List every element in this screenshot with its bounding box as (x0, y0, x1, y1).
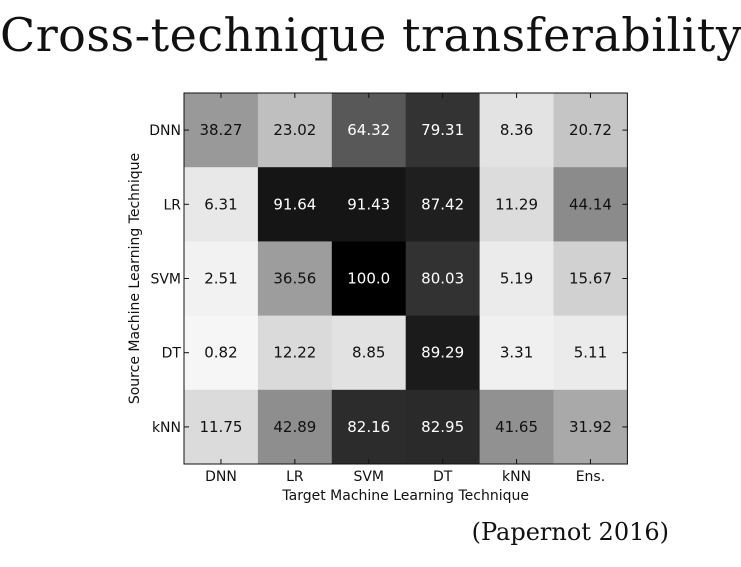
x-tick-label: LR (286, 469, 304, 485)
heatmap-cell (553, 389, 628, 465)
cell-value-label: 31.92 (569, 418, 612, 436)
heatmap-cell-labels: 38.27 23.02 64.32 79.31 8.36 20.72 6.31 91.64 91… (199, 121, 611, 436)
heatmap-cell (405, 93, 481, 168)
cell-value-label: 41.65 (495, 418, 538, 436)
cell-value-label: 5.11 (574, 344, 607, 362)
heatmap-cell (553, 93, 628, 168)
y-tick-label: DNN (149, 123, 181, 139)
heatmap-cell (331, 315, 407, 391)
cell-value-label: 64.32 (347, 121, 390, 139)
y-axis-label: Source Machine Learning Technique (127, 153, 143, 404)
y-tick-label: DT (162, 346, 182, 362)
heatmap-cell (405, 241, 481, 317)
y-tick-label: SVM (150, 272, 181, 288)
x-tick-label: SVM (353, 469, 384, 485)
heatmap-cell (184, 389, 259, 465)
heatmap-cell (184, 241, 259, 317)
cell-value-label: 5.19 (500, 270, 533, 288)
cell-value-label: 0.82 (204, 344, 237, 362)
heatmap-cell (479, 389, 554, 465)
citation: (Papernot 2016) (471, 518, 669, 546)
heatmap-cell (331, 389, 407, 465)
heatmap-cell (257, 93, 333, 168)
heatmap-cell (257, 241, 333, 317)
y-tick-label: kNN (152, 420, 181, 436)
heatmap-cell (405, 167, 481, 242)
heatmap-cell (405, 315, 481, 391)
x-tick-label: DNN (205, 469, 237, 485)
x-tick-label: kNN (502, 469, 531, 485)
cell-value-label: 3.31 (500, 344, 533, 362)
heatmap-cell (553, 315, 628, 391)
heatmap-cell (331, 93, 407, 168)
heatmap-cell (257, 167, 333, 242)
cell-value-label: 15.67 (569, 270, 612, 288)
heatmap-cell (184, 93, 259, 168)
cell-value-label: 82.95 (421, 418, 464, 436)
cell-value-label: 82.16 (347, 418, 390, 436)
cell-value-label: 11.75 (199, 418, 242, 436)
heatmap-cell (479, 93, 554, 168)
x-tick-label: Ens. (576, 469, 605, 485)
x-tick-label: DT (433, 469, 453, 485)
cell-value-label: 23.02 (273, 121, 316, 139)
cell-value-label: 44.14 (569, 195, 612, 213)
cell-value-label: 42.89 (273, 418, 316, 436)
x-axis-label: Target Machine Learning Technique (281, 488, 529, 504)
heatmap-cell (553, 241, 628, 317)
heatmap-cell (479, 315, 554, 391)
cell-value-label: 79.31 (421, 121, 464, 139)
cell-value-label: 100.0 (347, 270, 390, 288)
heatmap-cell (405, 389, 481, 465)
cell-value-label: 8.36 (500, 121, 533, 139)
cell-value-label: 11.29 (495, 195, 538, 213)
cell-value-label: 80.03 (421, 270, 464, 288)
cell-value-label: 6.31 (204, 195, 237, 213)
y-tick-label: LR (163, 197, 181, 213)
cell-value-label: 87.42 (421, 195, 464, 213)
heatmap-cell (257, 389, 333, 465)
cell-value-label: 91.64 (273, 195, 316, 213)
heatmap-cell (553, 167, 628, 242)
cell-value-label: 89.29 (421, 344, 464, 362)
heatmap-cell (184, 315, 259, 391)
cell-value-label: 2.51 (204, 270, 237, 288)
heatmap-cell (331, 167, 407, 242)
axis-ticks: DNN LR SVM DT kNN DNN LR SVM DT kNN Ens. (149, 93, 628, 485)
cell-value-label: 12.22 (273, 344, 316, 362)
slide-title: Cross-technique transferability (0, 8, 741, 62)
heatmap-cell (257, 315, 333, 391)
heatmap-cell (479, 241, 554, 317)
heatmap-cell (331, 241, 407, 317)
cell-value-label: 91.43 (347, 195, 390, 213)
cell-value-label: 8.85 (352, 344, 385, 362)
cell-value-label: 38.27 (199, 121, 242, 139)
cell-value-label: 36.56 (273, 270, 316, 288)
heatmap-cells (184, 93, 628, 465)
heatmap-cell (184, 167, 259, 242)
cell-value-label: 20.72 (569, 121, 612, 139)
heatmap-cell (479, 167, 554, 242)
